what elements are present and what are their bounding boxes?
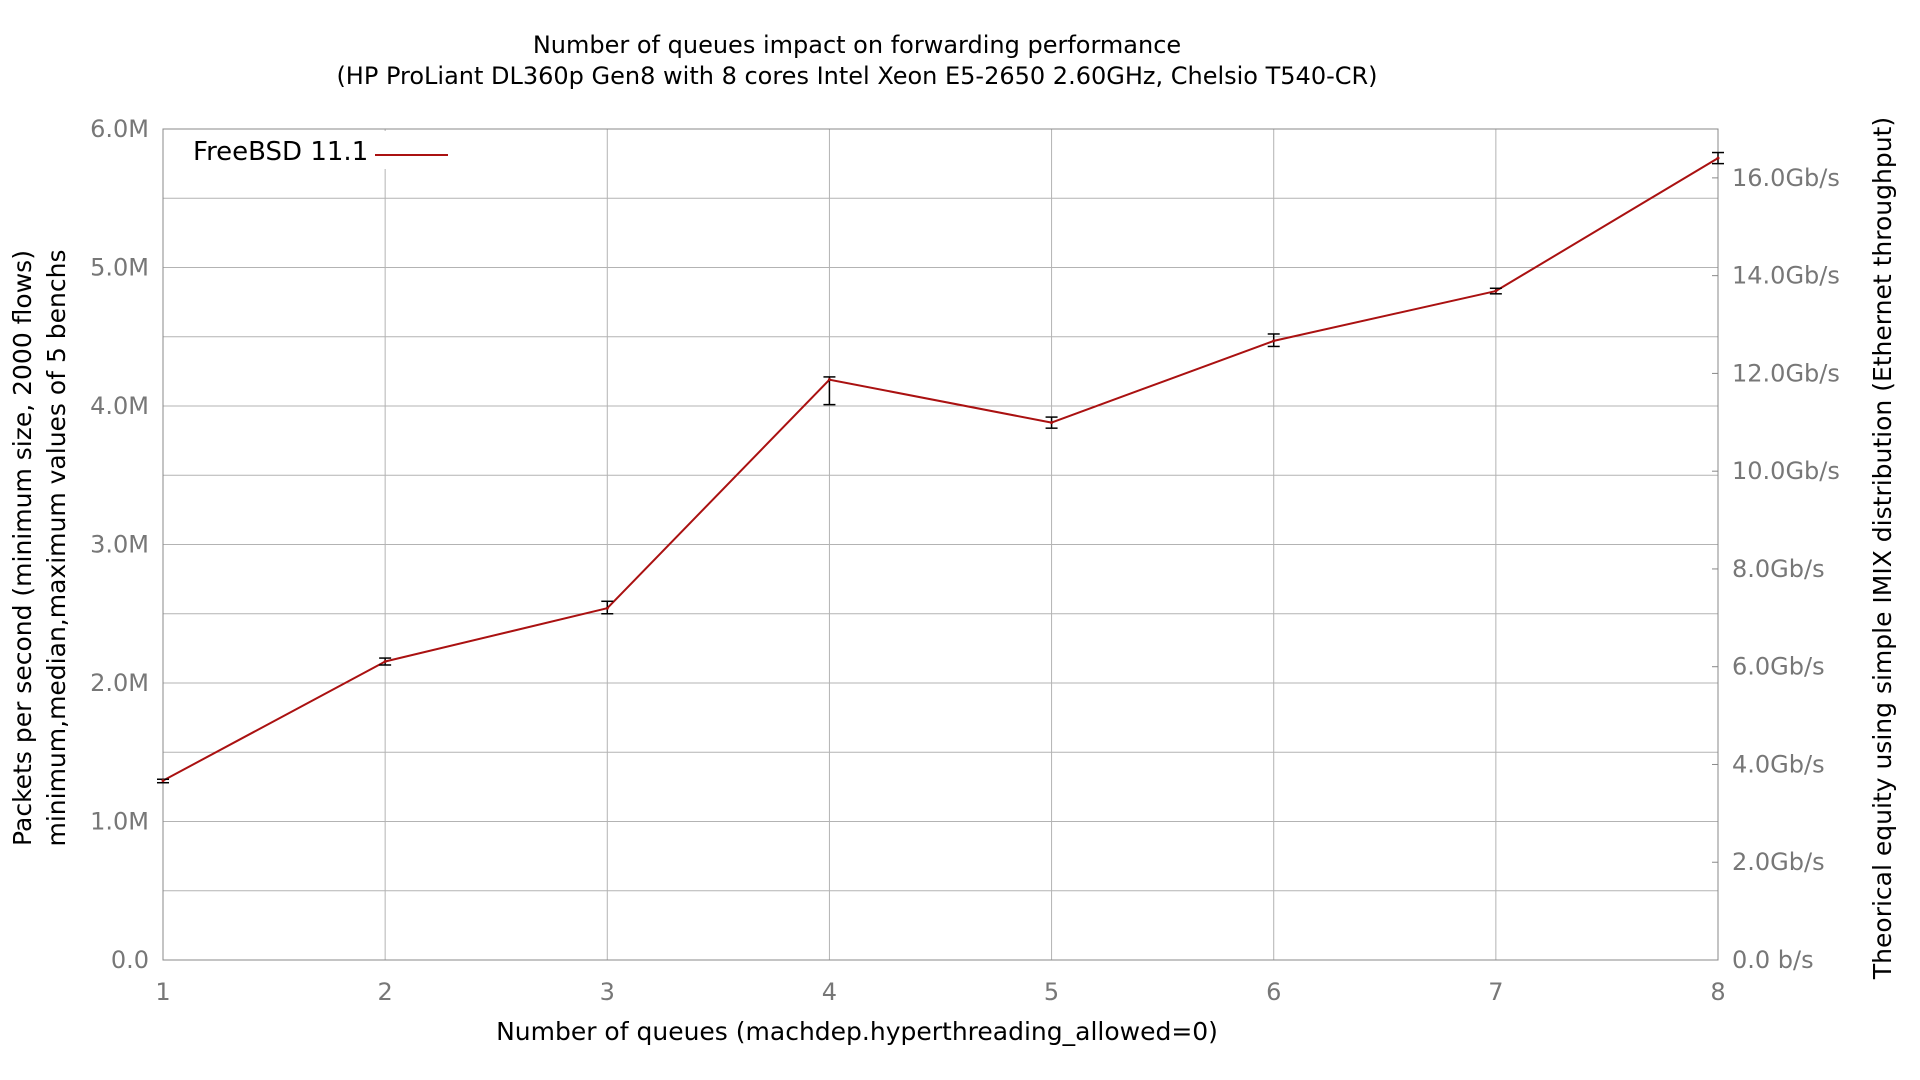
left-axis: 0.0 1.0M 2.0M 3.0M 4.0M 5.0M 6.0M [90, 115, 149, 974]
legend-background [175, 131, 455, 169]
chart-subtitle: (HP ProLiant DL360p Gen8 with 8 cores In… [336, 62, 1377, 90]
data-point [1494, 289, 1498, 293]
data-point [827, 378, 831, 382]
right-tick-label: 4.0Gb/s [1732, 750, 1825, 778]
y-axis-title-line-2: minimum,median,maximum values of 5 bench… [42, 249, 71, 846]
data-point [161, 779, 165, 783]
right-tick-label: 10.0Gb/s [1732, 457, 1840, 485]
series-layer [157, 151, 1724, 784]
x-tick-label: 3 [600, 978, 615, 1006]
y-tick-label: 4.0M [90, 392, 149, 420]
x-tick-label: 6 [1266, 978, 1281, 1006]
data-point [605, 606, 609, 610]
x-axis-title: Number of queues (machdep.hyperthreading… [496, 1017, 1218, 1046]
data-point [383, 660, 387, 664]
y-tick-label: 6.0M [90, 115, 149, 143]
legend-label: FreeBSD 11.1 [193, 137, 368, 167]
series-line [162, 157, 1719, 782]
x-tick-label: 2 [378, 978, 393, 1006]
y-tick-label: 3.0M [90, 531, 149, 559]
right-axis: 0.0 b/s 2.0Gb/s 4.0Gb/s 6.0Gb/s 8.0Gb/s 10.0G… [1712, 164, 1840, 974]
x-axis: 1 2 3 4 5 6 7 8 [155, 978, 1725, 1006]
x-tick-label: 5 [1044, 978, 1059, 1006]
right-tick-label: 14.0Gb/s [1732, 262, 1840, 290]
x-tick-label: 4 [822, 978, 837, 1006]
right-axis-title: Theorical equity using simple IMIX distr… [1868, 117, 1897, 980]
data-point [1716, 156, 1720, 160]
y-tick-label: 2.0M [90, 669, 149, 697]
data-point [1050, 421, 1054, 425]
x-tick-label: 1 [155, 978, 170, 1006]
chart-title: Number of queues impact on forwarding pe… [533, 31, 1181, 59]
data-point [1272, 339, 1276, 343]
y-axis-title-line-1: Packets per second (minimum size, 2000 f… [8, 250, 37, 846]
y-tick-label: 5.0M [90, 254, 149, 282]
right-tick-label: 16.0Gb/s [1732, 164, 1840, 192]
right-tick-label: 0.0 b/s [1732, 946, 1814, 974]
x-tick-label: 7 [1488, 978, 1503, 1006]
plot-area [162, 128, 1719, 961]
right-tick-label: 2.0Gb/s [1732, 848, 1825, 876]
right-tick-label: 12.0Gb/s [1732, 359, 1840, 387]
right-tick-label: 6.0Gb/s [1732, 653, 1825, 681]
x-tick-label: 8 [1710, 978, 1725, 1006]
y-tick-label: 1.0M [90, 808, 149, 836]
right-tick-label: 8.0Gb/s [1732, 555, 1825, 583]
y-tick-label: 0.0 [111, 946, 149, 974]
legend: FreeBSD 11.1 [175, 131, 455, 169]
